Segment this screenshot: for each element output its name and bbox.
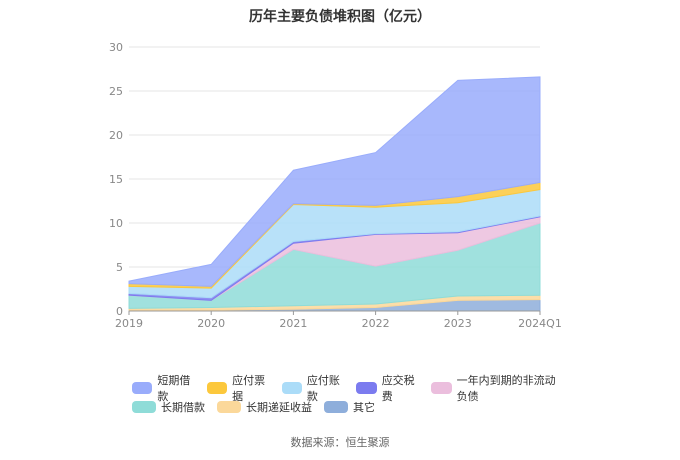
legend-label: 应付账款: [306, 373, 340, 403]
legend-label: 一年内到期的非流动负债: [456, 373, 556, 403]
area-series: [128, 76, 541, 312]
legend-swatch: [132, 381, 153, 394]
y-tick-label: 15: [109, 173, 123, 186]
legend-swatch: [206, 381, 228, 394]
legend-swatch: [356, 381, 377, 394]
legend-label: 长期借款: [161, 400, 205, 414]
legend-item[interactable]: 应付账款: [281, 372, 345, 404]
legend-label: 应付票据: [232, 373, 266, 403]
y-tick-label: 0: [116, 305, 123, 318]
legend-label: 应交税费: [381, 373, 415, 403]
y-tick-label: 10: [109, 217, 123, 230]
legend-row: 短期借款 应付票据 应付账款 应交税费 一年内到期的非流动负债: [132, 374, 572, 403]
legend-item[interactable]: 短期借款: [132, 372, 195, 404]
data-source: 数据来源：恒生聚源: [290, 436, 390, 449]
legend-swatch: [217, 400, 241, 413]
x-tick-label: 2019: [115, 317, 143, 330]
legend-item[interactable]: 一年内到期的非流动负债: [431, 372, 560, 404]
legend-item[interactable]: 应付票据: [206, 372, 270, 404]
x-tick-label: 2022: [362, 317, 390, 330]
chart-title: 历年主要负债堆积图（亿元）: [249, 9, 431, 25]
legend-item[interactable]: 其它: [324, 399, 375, 415]
y-tick-label: 20: [109, 129, 123, 142]
legend: 短期借款 应付票据 应付账款 应交税费 一年内到期的非流动负债 长期借款 长期递延收益 其它: [132, 374, 572, 416]
y-tick-label: 30: [109, 41, 123, 54]
legend-label: 长期递延收益: [246, 400, 312, 414]
x-tick-label: 2021: [279, 317, 307, 330]
x-tick-label: 2023: [444, 317, 472, 330]
x-tick-label: 2024Q1: [518, 317, 562, 330]
legend-row: 长期借款 长期递延收益 其它: [132, 397, 572, 416]
legend-item[interactable]: 应交税费: [356, 372, 419, 404]
y-tick-label: 25: [109, 85, 123, 98]
legend-item[interactable]: 长期递延收益: [217, 399, 312, 415]
legend-swatch: [132, 400, 156, 413]
legend-label: 其它: [353, 400, 375, 414]
legend-swatch: [431, 381, 452, 394]
legend-swatch: [324, 400, 348, 413]
legend-swatch: [281, 381, 302, 394]
y-tick-label: 5: [116, 261, 123, 274]
x-tick-label: 2020: [197, 317, 225, 330]
area-series-短期借款: [128, 76, 541, 287]
legend-label: 短期借款: [157, 373, 191, 403]
axes: 0 5 10 15 20 25 30 2019 2020 2021 2022 2023 2024Q1: [109, 41, 562, 330]
legend-item[interactable]: 长期借款: [132, 399, 205, 415]
